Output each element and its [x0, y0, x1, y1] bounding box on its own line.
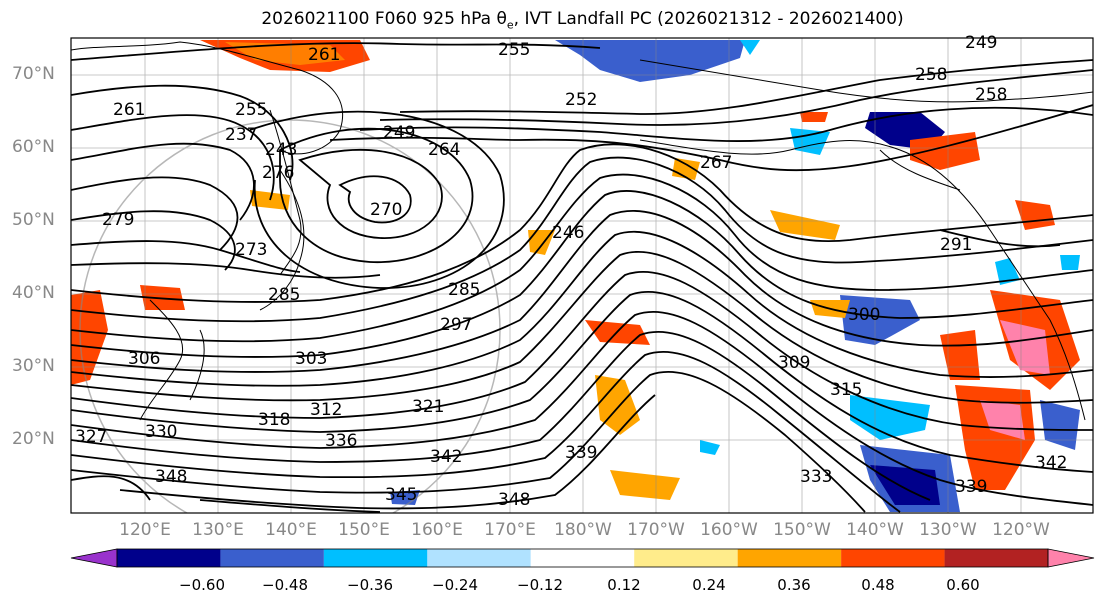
lat-tick-label: 30°N — [12, 356, 55, 376]
lat-tick-label: 40°N — [12, 283, 55, 303]
colorbar-segment — [323, 549, 428, 567]
contour-label: 300 — [848, 305, 880, 325]
contour-label: 309 — [778, 353, 810, 373]
colorbar-extend-high — [1047, 548, 1095, 568]
contour-label: 273 — [235, 240, 267, 260]
colorbar-tick-label: −0.12 — [517, 576, 563, 594]
colorbar-segment — [737, 549, 842, 567]
lon-tick-label: 120°W — [992, 520, 1050, 540]
colorbar-border — [116, 548, 1049, 568]
contour-label: 339 — [955, 477, 987, 497]
map-title: 2026021100 F060 925 hPa θe, IVT Landfall… — [261, 9, 904, 32]
contour-label: 303 — [295, 349, 327, 369]
colorbar-segment — [944, 549, 1048, 567]
contour-label: 306 — [128, 349, 160, 369]
contour-label: 348 — [155, 467, 187, 487]
contour-label: 237 — [225, 125, 257, 145]
lat-tick-label: 70°N — [12, 64, 55, 84]
colorbar-segment — [841, 549, 945, 567]
contour-label: 312 — [310, 400, 342, 420]
colorbar-tick-label: −0.60 — [179, 576, 225, 594]
lon-tick-label: 120°E — [119, 520, 171, 540]
colorbar-tick-label: −0.24 — [432, 576, 478, 594]
contour-label: 348 — [498, 490, 530, 510]
contour-label: 249 — [383, 123, 415, 143]
contour-label: 342 — [430, 447, 462, 467]
lon-tick-label: 150°E — [338, 520, 390, 540]
contour-label: 336 — [325, 431, 357, 451]
colorbar-segment — [220, 549, 324, 567]
contour-label: 243 — [265, 140, 297, 160]
colorbar-tick-label: −0.48 — [262, 576, 308, 594]
colorbar-extend-low — [70, 548, 118, 568]
contour-label: 345 — [385, 485, 417, 505]
contour-label: 285 — [448, 280, 480, 300]
colorbar-tick-label: 0.48 — [861, 576, 895, 594]
colorbar-tick-label: 0.60 — [946, 576, 980, 594]
contour-label: 315 — [830, 380, 862, 400]
lon-tick-label: 180°W — [554, 520, 612, 540]
colorbar-tick-label: 0.12 — [607, 576, 641, 594]
contour-label: 342 — [1035, 453, 1067, 473]
colorbar-tick-label: −0.36 — [347, 576, 393, 594]
contour-label: 264 — [428, 140, 460, 160]
theta-e-contours — [71, 42, 1093, 513]
coastlines — [71, 41, 1093, 421]
contour-label: 285 — [268, 285, 300, 305]
contour-label: 279 — [102, 210, 134, 230]
contour-label: 327 — [75, 427, 107, 447]
lon-tick-label: 160°E — [411, 520, 463, 540]
contour-label: 255 — [498, 40, 530, 60]
contour-label: 291 — [940, 235, 972, 255]
lon-tick-label: 130°E — [192, 520, 244, 540]
contour-label: 270 — [370, 200, 402, 220]
lat-tick-label: 60°N — [12, 137, 55, 157]
colorbar-tick-label: 0.36 — [777, 576, 811, 594]
contour-label: 321 — [412, 397, 444, 417]
contour-label: 252 — [565, 90, 597, 110]
lon-tick-label: 130°W — [919, 520, 977, 540]
lon-tick-label: 140°W — [846, 520, 904, 540]
contour-label: 330 — [145, 422, 177, 442]
contour-label: 258 — [915, 65, 947, 85]
contour-label: 261 — [308, 45, 340, 65]
lon-tick-label: 170°W — [627, 520, 685, 540]
colorbar-segment — [634, 549, 738, 567]
colorbar-segment — [427, 549, 531, 567]
lon-tick-label: 140°E — [265, 520, 317, 540]
contour-label: 258 — [975, 85, 1007, 105]
colorbar-tick-label: 0.24 — [692, 576, 726, 594]
contour-labels: 261 255 249 258 261 255 249 258 291 279 … — [75, 33, 1067, 510]
lon-tick-label: 160°W — [700, 520, 758, 540]
lon-tick-label: 170°E — [484, 520, 536, 540]
colorbar — [70, 548, 1095, 568]
contour-label: 261 — [113, 100, 145, 120]
lat-tick-label: 20°N — [12, 429, 55, 449]
contour-label: 333 — [800, 467, 832, 487]
lat-tick-label: 50°N — [12, 210, 55, 230]
contour-label: 267 — [700, 153, 732, 173]
contour-label: 318 — [258, 410, 290, 430]
contour-label: 246 — [552, 223, 584, 243]
colorbar-segment — [117, 549, 221, 567]
contour-label: 276 — [262, 163, 294, 183]
contour-label: 255 — [235, 100, 267, 120]
contour-label: 249 — [965, 33, 997, 53]
lon-tick-label: 150°W — [773, 520, 831, 540]
contour-label: 297 — [440, 315, 472, 335]
colorbar-segment — [530, 549, 635, 567]
contour-label: 339 — [565, 443, 597, 463]
